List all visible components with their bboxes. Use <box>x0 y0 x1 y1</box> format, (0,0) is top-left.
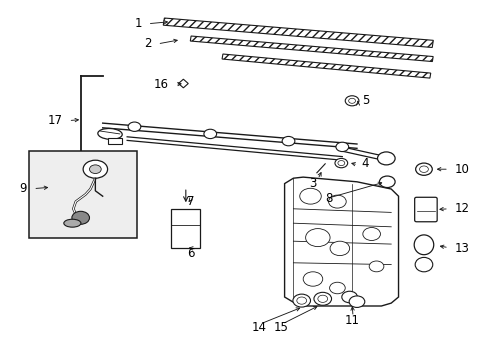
Text: 17: 17 <box>47 114 62 127</box>
Text: 16: 16 <box>153 78 168 91</box>
Circle shape <box>419 166 427 172</box>
Text: 12: 12 <box>454 202 469 215</box>
Polygon shape <box>222 54 430 78</box>
Circle shape <box>299 188 321 204</box>
Circle shape <box>89 165 101 174</box>
Circle shape <box>128 122 141 131</box>
Circle shape <box>335 142 348 152</box>
Circle shape <box>345 96 358 106</box>
Text: 9: 9 <box>20 183 27 195</box>
Circle shape <box>203 129 216 139</box>
Circle shape <box>329 241 349 256</box>
Ellipse shape <box>413 235 433 255</box>
Text: 11: 11 <box>344 314 359 327</box>
Circle shape <box>296 297 306 304</box>
Polygon shape <box>190 36 432 62</box>
Circle shape <box>334 158 347 168</box>
Circle shape <box>282 136 294 146</box>
Circle shape <box>368 261 383 272</box>
Text: 6: 6 <box>186 247 194 260</box>
Circle shape <box>348 98 355 103</box>
Text: 13: 13 <box>454 242 468 255</box>
Text: 15: 15 <box>273 321 288 334</box>
Circle shape <box>328 195 346 208</box>
Ellipse shape <box>98 129 122 139</box>
Bar <box>107 138 122 144</box>
Text: 5: 5 <box>361 94 368 107</box>
Circle shape <box>317 295 327 302</box>
Circle shape <box>72 211 89 224</box>
Text: 4: 4 <box>361 157 368 170</box>
Text: 8: 8 <box>325 192 332 204</box>
Polygon shape <box>163 18 432 48</box>
Circle shape <box>341 291 357 303</box>
Circle shape <box>292 294 310 307</box>
FancyBboxPatch shape <box>414 197 436 222</box>
Text: 2: 2 <box>144 37 151 50</box>
Text: 1: 1 <box>134 17 142 30</box>
Ellipse shape <box>414 257 432 272</box>
Circle shape <box>379 176 394 188</box>
Circle shape <box>83 160 107 178</box>
Text: 14: 14 <box>251 321 266 334</box>
Circle shape <box>348 296 364 307</box>
Circle shape <box>377 152 394 165</box>
Circle shape <box>329 282 345 294</box>
Polygon shape <box>178 79 188 88</box>
Circle shape <box>313 292 331 305</box>
Circle shape <box>362 228 380 240</box>
Bar <box>29 151 137 238</box>
Circle shape <box>305 229 329 247</box>
Circle shape <box>415 163 431 175</box>
Circle shape <box>337 161 344 166</box>
Text: 10: 10 <box>454 163 468 176</box>
Text: 3: 3 <box>308 177 316 190</box>
Polygon shape <box>284 177 398 306</box>
Ellipse shape <box>63 219 81 227</box>
Bar <box>171 209 200 248</box>
Text: 7: 7 <box>186 195 194 208</box>
Circle shape <box>303 272 322 286</box>
